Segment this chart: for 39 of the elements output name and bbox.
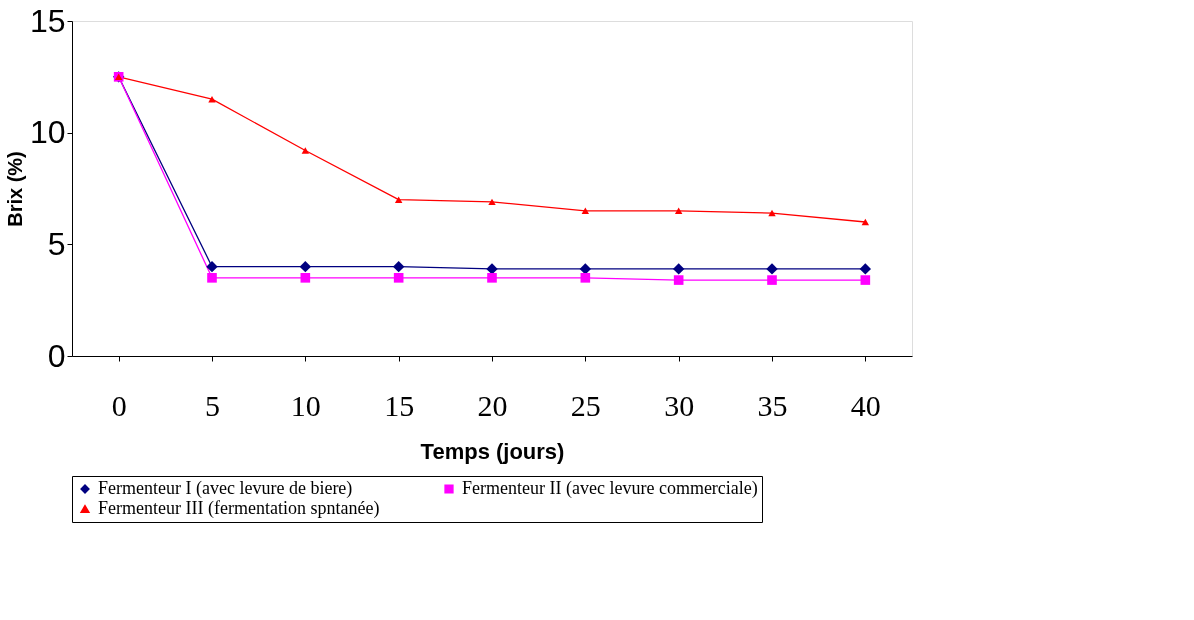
x-tick-label: 35 [757,388,788,422]
y-tick-label: 0 [47,337,66,374]
point [860,275,871,285]
point [301,147,310,154]
point [766,263,778,275]
legend-label: Fermenteur II (avec levure commerciale) [462,478,758,499]
point [299,260,312,273]
point [487,273,497,283]
y-tick-label: 15 [29,2,66,39]
y-tick-label: 5 [47,225,66,262]
point [674,207,683,215]
x-axis-title: Temps (jours) [420,438,565,464]
point [767,275,777,285]
x-tick-label: 0 [111,388,127,422]
point [672,263,685,275]
point [393,273,404,283]
x-tick-label: 25 [570,388,601,422]
point [768,209,776,217]
y-tick-label: 10 [29,114,66,151]
y-axis-title: Brix (%) [3,151,26,227]
point [580,273,591,283]
point [392,260,405,273]
point [581,207,590,215]
point [673,275,684,285]
x-tick-label: 5 [205,388,220,422]
x-tick-label: 15 [384,388,415,422]
legend-label: Fermenteur III (fermentation spntanée) [98,498,380,519]
x-tick-label: 20 [477,388,508,422]
point [206,260,218,273]
point [861,218,870,226]
x-tick-label: 30 [664,388,695,422]
point [488,198,496,206]
point [859,263,872,275]
point [300,273,311,283]
legend-label: Fermenteur I (avec levure de biere) [98,478,353,499]
point [394,196,403,203]
x-tick-label: 10 [290,388,321,422]
point [207,273,217,283]
x-tick-label: 40 [850,388,881,422]
